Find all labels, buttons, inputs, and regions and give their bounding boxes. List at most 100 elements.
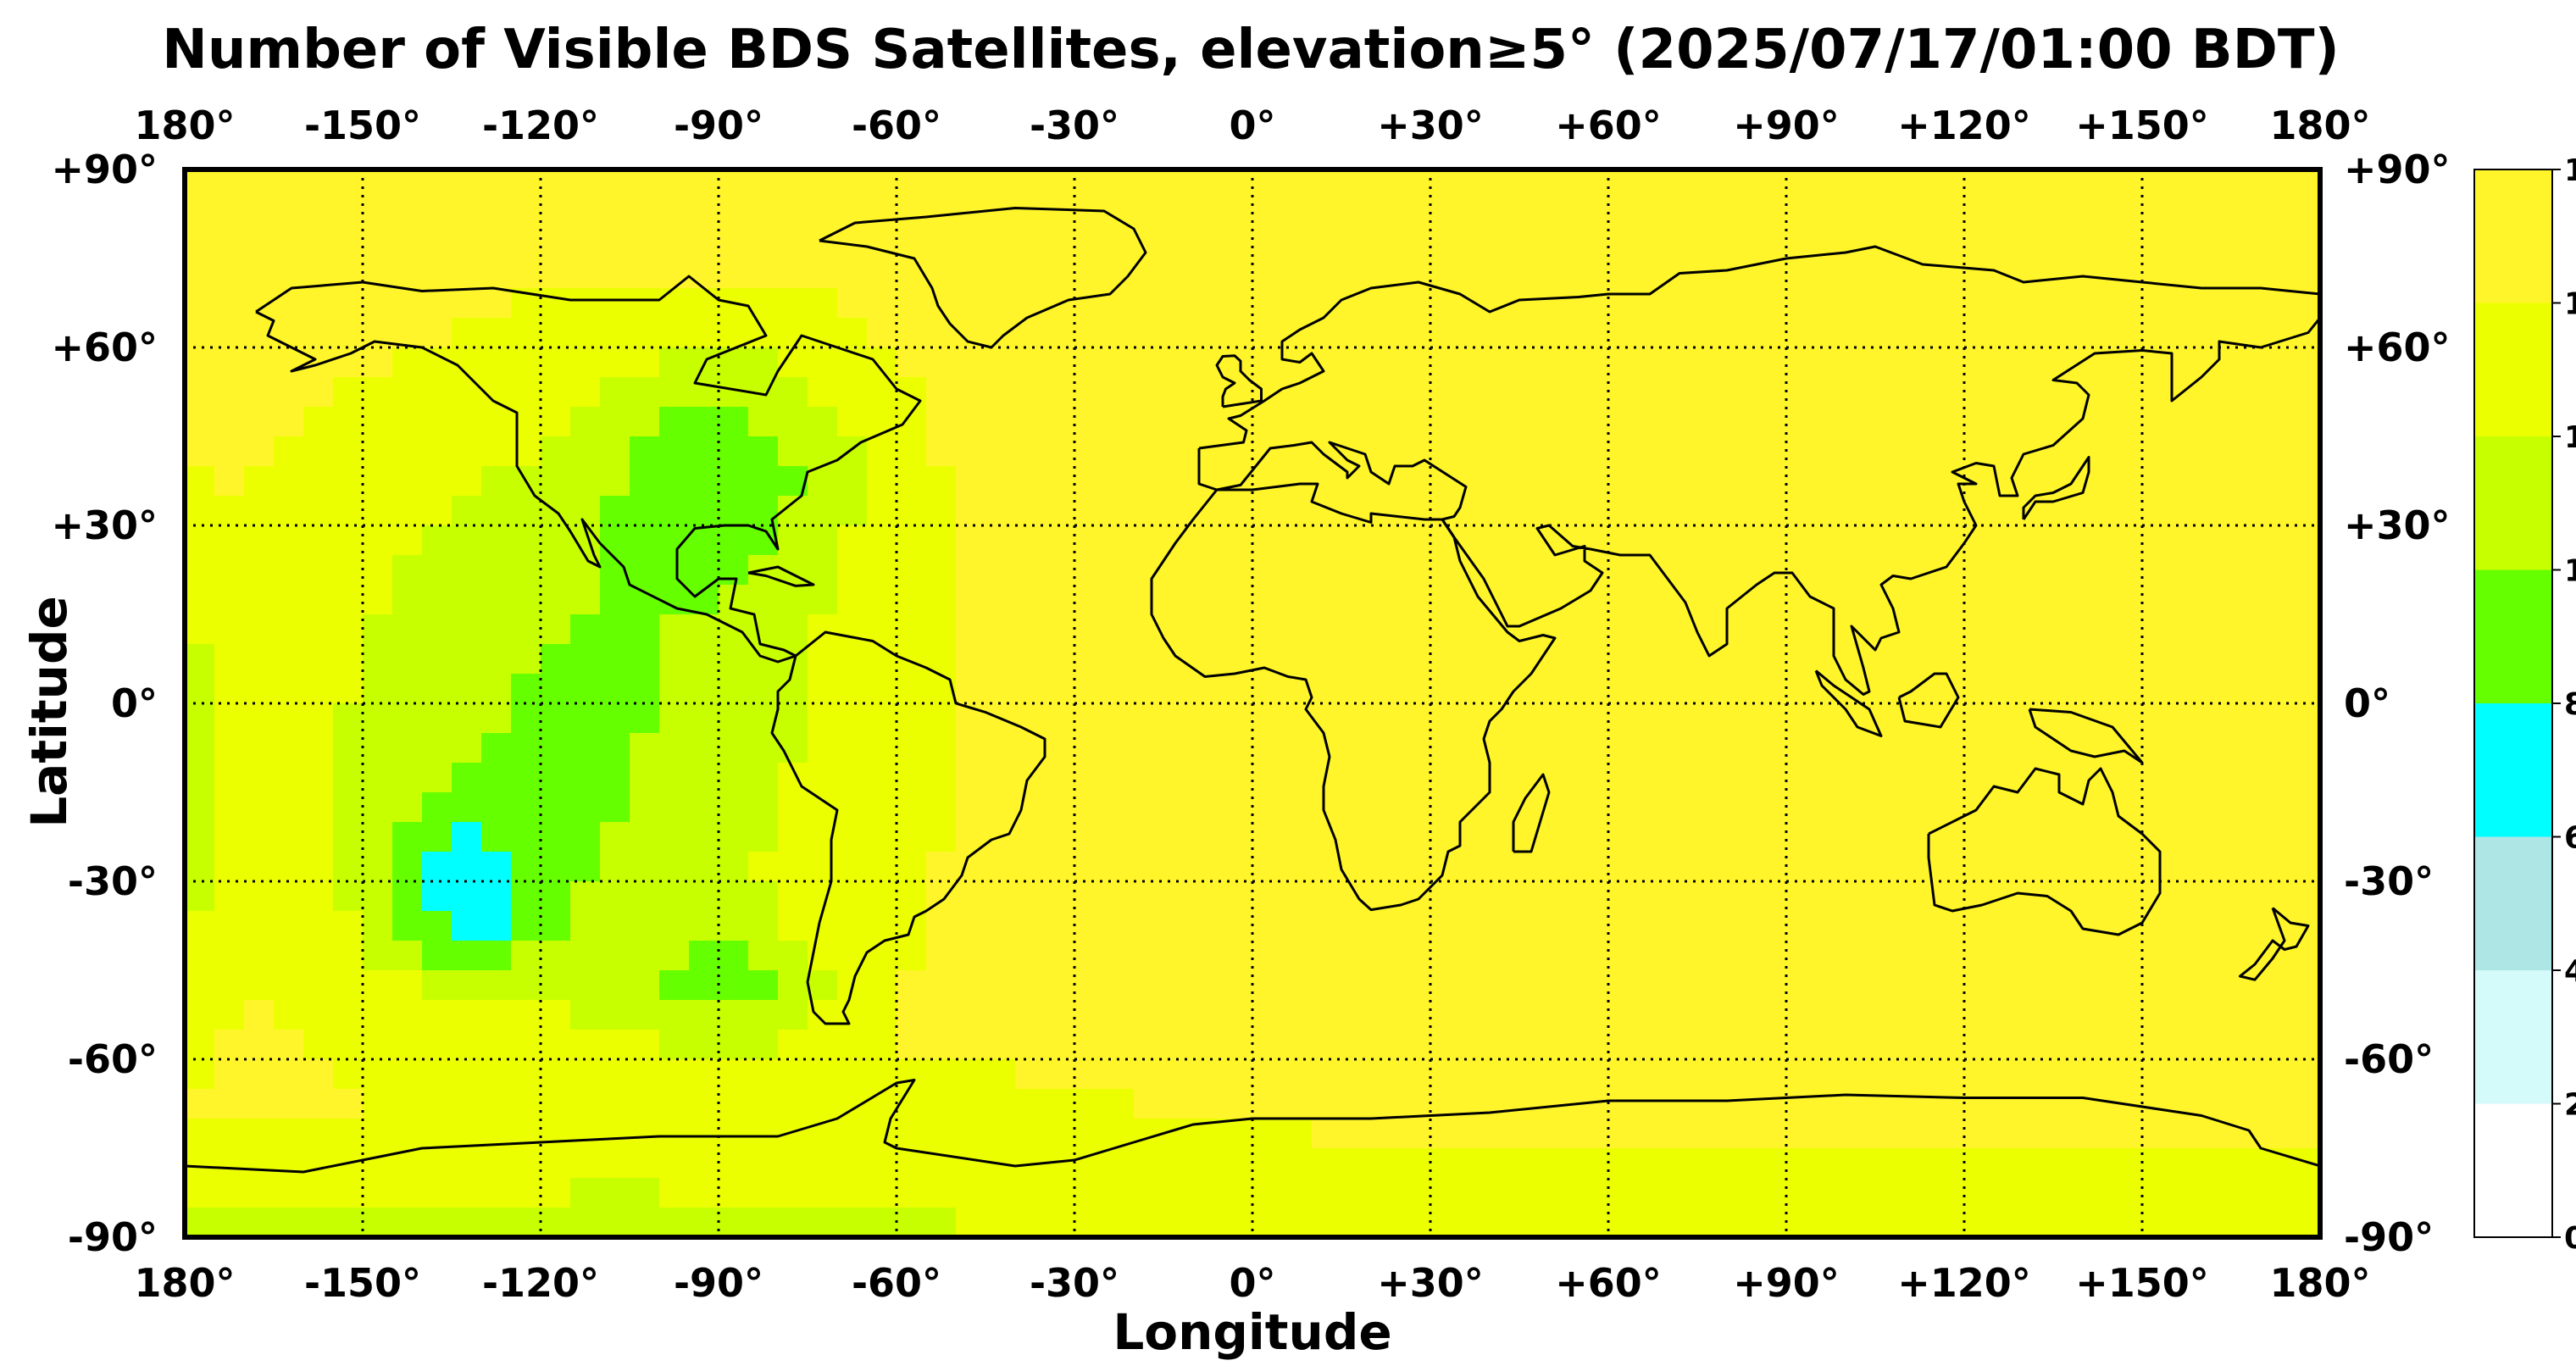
heatmap-cell	[422, 822, 452, 852]
heatmap-cell	[1134, 911, 1164, 941]
heatmap-cell	[1905, 466, 1935, 497]
heatmap-cell	[1786, 614, 1817, 645]
heatmap-cell	[1104, 614, 1135, 645]
heatmap-cell	[452, 911, 482, 941]
heatmap-cell	[570, 318, 601, 348]
heatmap-cell	[2083, 407, 2113, 437]
heatmap-cell	[1608, 1148, 1639, 1179]
heatmap-cell	[778, 614, 808, 645]
heatmap-cell	[1401, 466, 1431, 497]
heatmap-cell	[719, 1178, 749, 1208]
heatmap-cell	[1015, 1208, 1046, 1237]
heatmap-cell	[333, 733, 364, 764]
heatmap-cell	[1846, 1059, 1876, 1090]
heatmap-cell	[630, 1208, 660, 1237]
heatmap-cell	[1074, 674, 1105, 704]
heatmap-cell	[1163, 1000, 1194, 1030]
heatmap-cell	[1490, 496, 1520, 526]
heatmap-cell	[1460, 169, 1491, 200]
heatmap-cell	[1371, 555, 1402, 586]
heatmap-cell	[926, 1119, 957, 1149]
heatmap-cell	[1668, 199, 1698, 230]
heatmap-cell	[1430, 881, 1461, 912]
heatmap-cell	[422, 229, 452, 259]
heatmap-cell	[481, 733, 512, 764]
heatmap-cell	[274, 585, 304, 615]
heatmap-cell	[1134, 407, 1164, 437]
heatmap-cell	[600, 377, 630, 408]
heatmap-cell	[1430, 555, 1461, 586]
heatmap-cell	[274, 525, 304, 556]
heatmap-cell	[244, 407, 275, 437]
heatmap-cell	[985, 674, 1016, 704]
heatmap-cell	[1519, 1059, 1550, 1090]
heatmap-cell	[570, 941, 601, 971]
colorbar-tick-label: 16	[2564, 153, 2576, 188]
heatmap-cell	[185, 881, 215, 912]
heatmap-cell	[1193, 644, 1224, 675]
heatmap-cell	[392, 733, 423, 764]
heatmap-cell	[2083, 555, 2113, 586]
heatmap-cell	[1608, 644, 1639, 675]
heatmap-cell	[808, 733, 838, 764]
heatmap-cell	[2261, 733, 2291, 764]
heatmap-cell	[630, 911, 660, 941]
heatmap-cell	[1430, 1000, 1461, 1030]
heatmap-cell	[630, 288, 660, 319]
heatmap-cell	[748, 229, 779, 259]
heatmap-cell	[392, 258, 423, 289]
heatmap-cell	[1638, 763, 1668, 793]
heatmap-cell	[1134, 763, 1164, 793]
heatmap-cell	[303, 881, 334, 912]
heatmap-cell	[2142, 763, 2173, 793]
heatmap-cell	[1727, 169, 1757, 200]
heatmap-cell	[214, 703, 245, 734]
heatmap-cell	[244, 733, 275, 764]
heatmap-cell	[1875, 1119, 1906, 1149]
heatmap-cell	[333, 169, 364, 200]
heatmap-cell	[985, 169, 1016, 200]
heatmap-cell	[303, 822, 334, 852]
heatmap-cell	[719, 644, 749, 675]
heatmap-cell	[1045, 377, 1075, 408]
heatmap-cell	[303, 496, 334, 526]
heatmap-cell	[2112, 1148, 2143, 1179]
heatmap-cell	[511, 1000, 541, 1030]
heatmap-cell	[303, 792, 334, 823]
heatmap-cell	[1757, 496, 1787, 526]
heatmap-cell	[274, 1148, 304, 1179]
heatmap-cell	[2172, 1059, 2202, 1090]
heatmap-cell	[422, 733, 452, 764]
heatmap-cell	[422, 941, 452, 971]
heatmap-cell	[303, 318, 334, 348]
heatmap-cell	[867, 525, 897, 556]
heatmap-cell	[1816, 258, 1846, 289]
heatmap-cell	[1223, 525, 1253, 556]
heatmap-cell	[570, 674, 601, 704]
heatmap-cell	[244, 911, 275, 941]
heatmap-cell	[867, 792, 897, 823]
heatmap-cell	[1252, 703, 1283, 734]
heatmap-cell	[1935, 1030, 1965, 1060]
heatmap-cell	[1430, 1208, 1461, 1237]
heatmap-cell	[333, 1208, 364, 1237]
heatmap-cell	[1935, 941, 1965, 971]
heatmap-cell	[1905, 792, 1935, 823]
heatmap-cell	[452, 881, 482, 912]
heatmap-cell	[541, 288, 571, 319]
heatmap-cell	[2024, 792, 2054, 823]
heatmap-cell	[1727, 644, 1757, 675]
heatmap-cell	[1252, 229, 1283, 259]
heatmap-cell	[837, 911, 868, 941]
heatmap-cell	[1905, 703, 1935, 734]
colorbar-tick-label: 0	[2564, 1221, 2576, 1256]
heatmap-cell	[392, 496, 423, 526]
heatmap-cell	[511, 941, 541, 971]
heatmap-cell	[2201, 1000, 2232, 1030]
heatmap-cell	[570, 288, 601, 319]
heatmap-cell	[2261, 258, 2291, 289]
heatmap-cell	[1549, 258, 1579, 289]
heatmap-cell	[2201, 674, 2232, 704]
heatmap-cell	[2142, 674, 2173, 704]
heatmap-cell	[867, 674, 897, 704]
